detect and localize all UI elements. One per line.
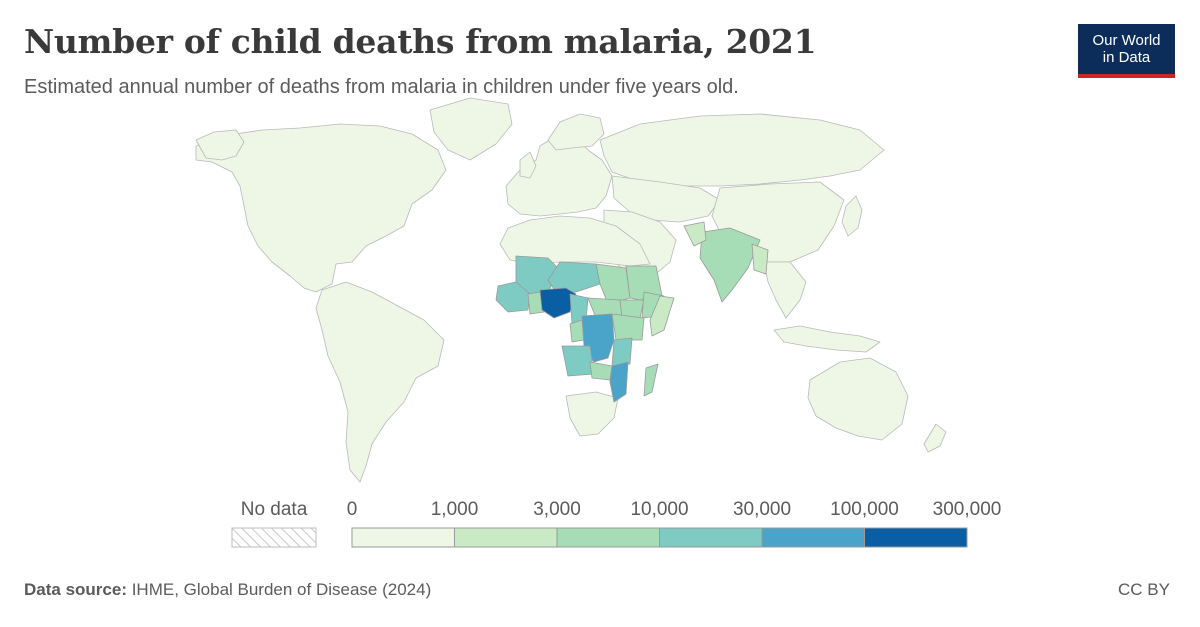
legend-bin-0[interactable]	[351, 527, 455, 548]
region-pakistan[interactable]	[683, 221, 707, 247]
legend-bin-1[interactable]	[454, 527, 558, 548]
chart-subtitle: Estimated annual number of deaths from m…	[24, 76, 739, 98]
central-asia[interactable]	[611, 175, 721, 223]
australia[interactable]	[807, 357, 909, 441]
chart-title: Number of child deaths from malaria, 202…	[24, 22, 817, 61]
legend-tick-label: 3,000	[533, 499, 581, 520]
region-somalia[interactable]	[649, 295, 675, 337]
legend-tick-label: 10,000	[630, 499, 688, 520]
data-source-label: Data source:	[24, 580, 127, 599]
region-uganda-kenya[interactable]	[611, 313, 645, 341]
region-mozambique[interactable]	[609, 361, 629, 403]
region-guinea-coast[interactable]	[495, 281, 531, 313]
legend-tick-label: 1,000	[431, 499, 479, 520]
legend-tick-label: 100,000	[830, 499, 899, 520]
legend-bin-5[interactable]	[864, 527, 968, 548]
legend-tick-label: 300,000	[933, 499, 1002, 520]
alaska[interactable]	[195, 129, 245, 161]
region-india[interactable]	[699, 227, 761, 303]
logo-line-1: Our World	[1092, 32, 1161, 49]
new-zealand[interactable]	[923, 423, 947, 453]
southern-africa[interactable]	[565, 391, 619, 437]
legend: No data 0 1,000 3,000 10,000 30,000 100,000 30…	[231, 499, 1002, 548]
southeast-asia[interactable]	[763, 261, 807, 319]
indonesia[interactable]	[773, 325, 881, 353]
legend-bin-3[interactable]	[659, 527, 763, 548]
logo-line-2: in Data	[1102, 49, 1151, 66]
legend-no-data-label: No data	[241, 499, 308, 520]
owid-logo[interactable]: Our World in Data	[1078, 24, 1175, 78]
legend-tick-label: 0	[347, 499, 358, 520]
world-map	[195, 97, 947, 483]
region-ghana[interactable]	[527, 291, 545, 315]
data-source-text: IHME, Global Burden of Disease (2024)	[126, 580, 432, 599]
south-america[interactable]	[315, 281, 445, 483]
legend-no-data-swatch	[231, 527, 317, 548]
data-source: Data source: IHME, Global Burden of Dise…	[24, 580, 431, 600]
north-america[interactable]	[195, 123, 447, 293]
region-tanzania[interactable]	[611, 337, 633, 367]
region-myanmar[interactable]	[751, 243, 769, 275]
scandinavia[interactable]	[547, 113, 605, 151]
license[interactable]: CC BY	[1118, 580, 1170, 599]
uk[interactable]	[519, 151, 537, 179]
greenland[interactable]	[429, 97, 513, 161]
japan[interactable]	[841, 195, 863, 237]
legend-bin-2[interactable]	[556, 527, 660, 548]
region-madagascar[interactable]	[643, 363, 659, 397]
legend-tick-label: 30,000	[733, 499, 791, 520]
legend-bin-4[interactable]	[761, 527, 865, 548]
north-africa[interactable]	[499, 215, 651, 267]
region-nigeria[interactable]	[539, 287, 577, 319]
